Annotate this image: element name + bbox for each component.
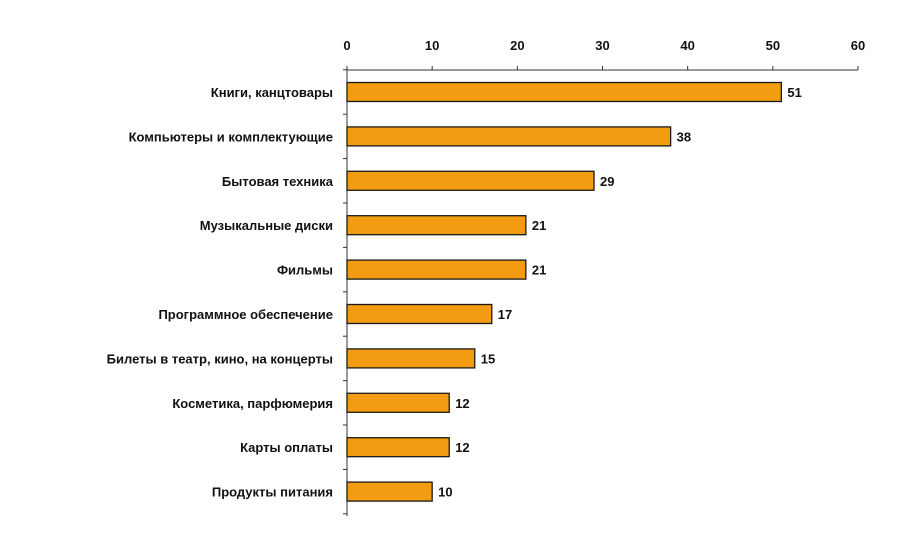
- bar: [346, 126, 672, 147]
- data-labels: 51 38 29 21 21 17 15 12 12 10: [438, 85, 802, 500]
- bar-value-label: 38: [677, 129, 691, 144]
- category-labels: Книги, канцтовары Компьютеры и комплектую…: [107, 85, 334, 500]
- category-label: Продукты питания: [212, 485, 333, 500]
- bar: [346, 303, 493, 325]
- bar: [346, 215, 527, 236]
- bar: [346, 348, 476, 369]
- category-label: Программное обеспечение: [158, 307, 333, 322]
- category-label: Фильмы: [277, 263, 333, 278]
- bar-value-label: 12: [455, 440, 469, 455]
- bar-value-label: 51: [787, 85, 801, 100]
- x-tick-label: 50: [766, 38, 780, 53]
- x-tick-label: 30: [595, 38, 609, 53]
- category-label: Книги, канцтовары: [211, 85, 333, 100]
- bar-value-label: 10: [438, 485, 452, 500]
- x-tick-label: 40: [680, 38, 694, 53]
- bar-value-label: 21: [532, 263, 546, 278]
- bar: [346, 481, 433, 502]
- bars: [346, 81, 783, 502]
- bar-value-label: 15: [481, 351, 495, 366]
- x-axis-ticks: 0 10 20 30 40 50 60: [343, 38, 865, 515]
- bar-value-label: 29: [600, 174, 614, 189]
- x-tick-label: 10: [425, 38, 439, 53]
- category-label: Музыкальные диски: [200, 218, 333, 233]
- bar-value-label: 12: [455, 396, 469, 411]
- category-label: Карты оплаты: [240, 440, 333, 455]
- bar: [346, 81, 783, 103]
- x-tick-label: 20: [510, 38, 524, 53]
- bar-value-label: 17: [498, 307, 512, 322]
- x-tick-label: 0: [343, 38, 350, 53]
- bar: [346, 437, 450, 458]
- category-label: Билеты в театр, кино, на концерты: [107, 351, 333, 366]
- bar: [346, 392, 450, 413]
- category-label: Косметика, парфюмерия: [172, 396, 333, 411]
- category-label: Бытовая техника: [222, 174, 334, 189]
- bar: [346, 170, 595, 191]
- category-label: Компьютеры и комплектующие: [129, 129, 333, 144]
- bar: [346, 259, 527, 280]
- bar-value-label: 21: [532, 218, 546, 233]
- x-tick-label: 60: [851, 38, 865, 53]
